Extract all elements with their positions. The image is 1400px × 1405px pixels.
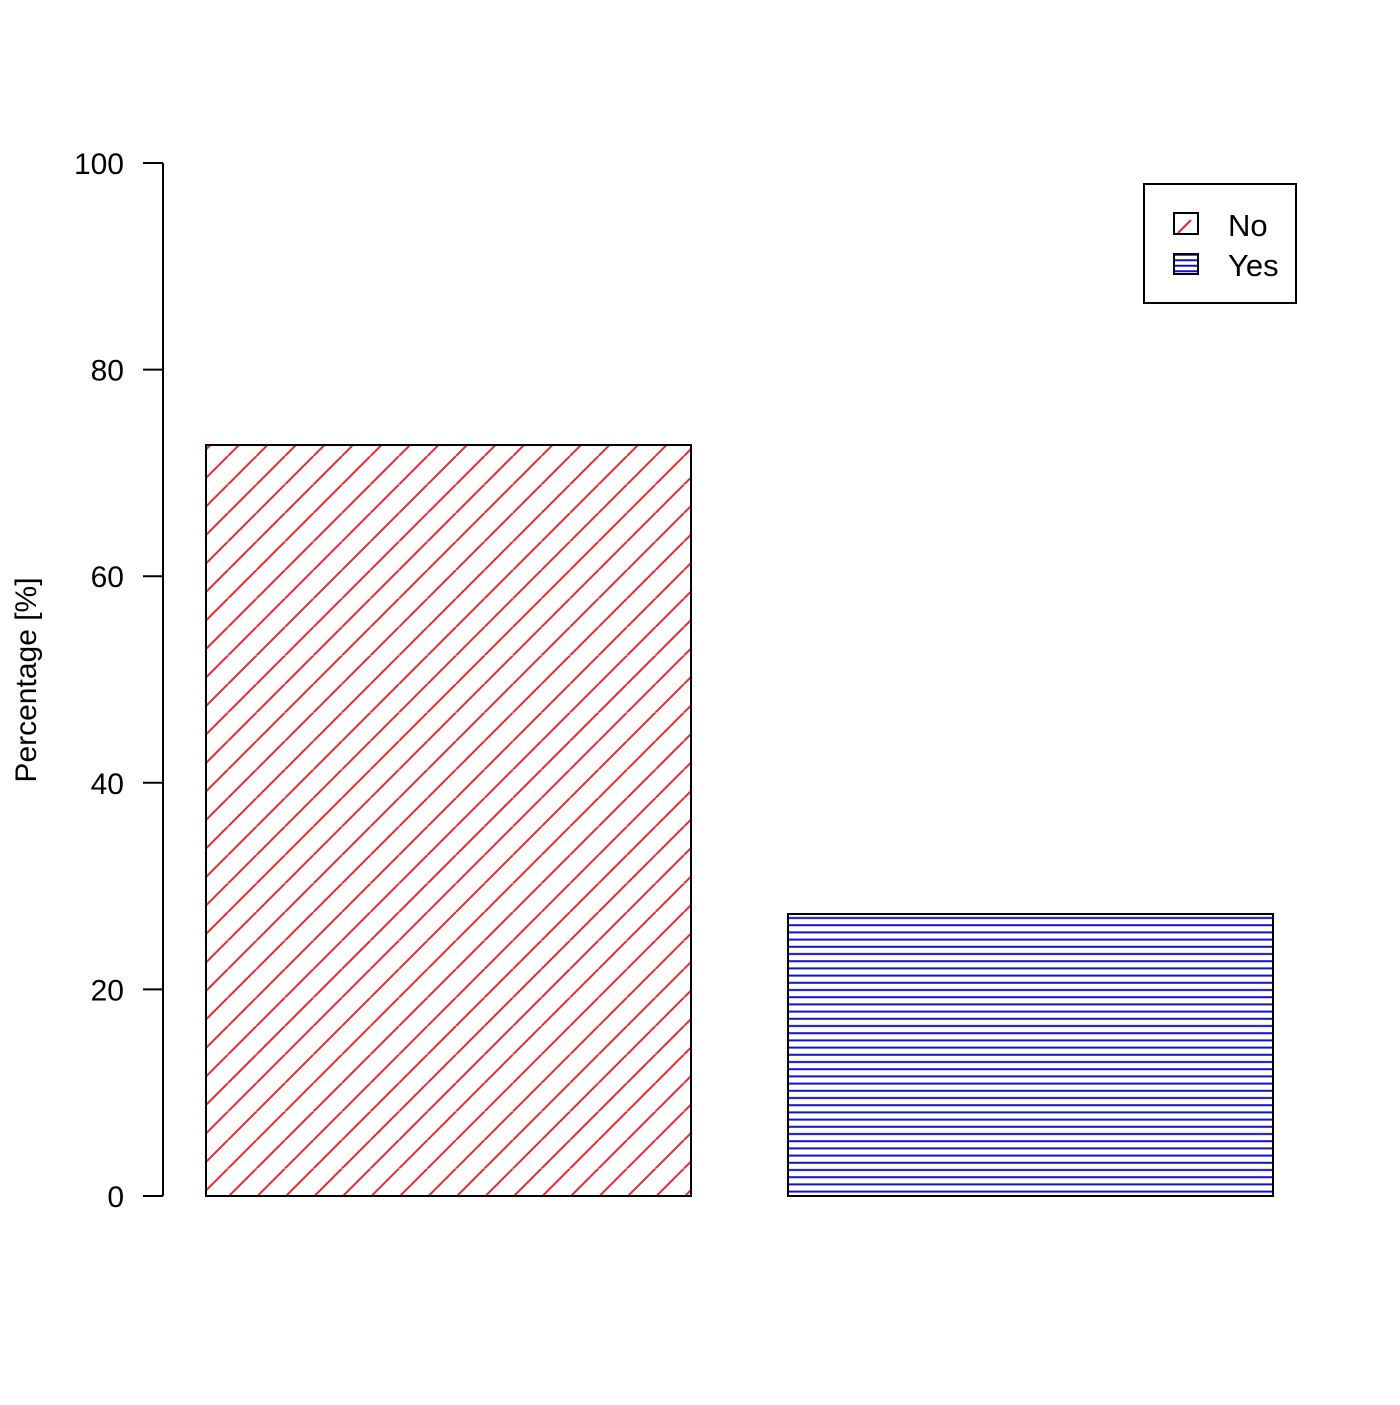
legend-entry-yes: Yes [1173, 248, 1279, 283]
legend: No Yes [1143, 183, 1297, 304]
bar-yes [787, 912, 1274, 1198]
bar-outline-no [205, 444, 692, 1198]
bar-no [205, 444, 692, 1198]
y-ticks: 0 20 40 60 80 100 [74, 148, 163, 1214]
bar-fill-yes [788, 913, 1273, 1196]
y-tick-label-100: 100 [74, 148, 124, 181]
legend-label-no: No [1228, 208, 1268, 243]
y-tick-label-0: 0 [107, 1181, 124, 1214]
legend-swatch-no [1173, 212, 1199, 235]
y-axis-title: Percentage [%] [10, 577, 43, 782]
y-tick-label-20: 20 [91, 974, 124, 1007]
y-axis: 0 20 40 60 80 100 [74, 148, 164, 1214]
bar-outline-yes [787, 912, 1274, 1198]
legend-swatch-yes [1173, 253, 1199, 275]
y-tick-label-60: 60 [91, 561, 124, 594]
y-tick-label-40: 40 [91, 768, 124, 801]
y-tick-label-80: 80 [91, 355, 124, 388]
bar-fill-no [206, 445, 691, 1196]
legend-entry-no: No [1173, 208, 1268, 243]
legend-label-yes: Yes [1228, 248, 1279, 283]
bars [205, 444, 1274, 1198]
legend-box [1143, 183, 1297, 304]
